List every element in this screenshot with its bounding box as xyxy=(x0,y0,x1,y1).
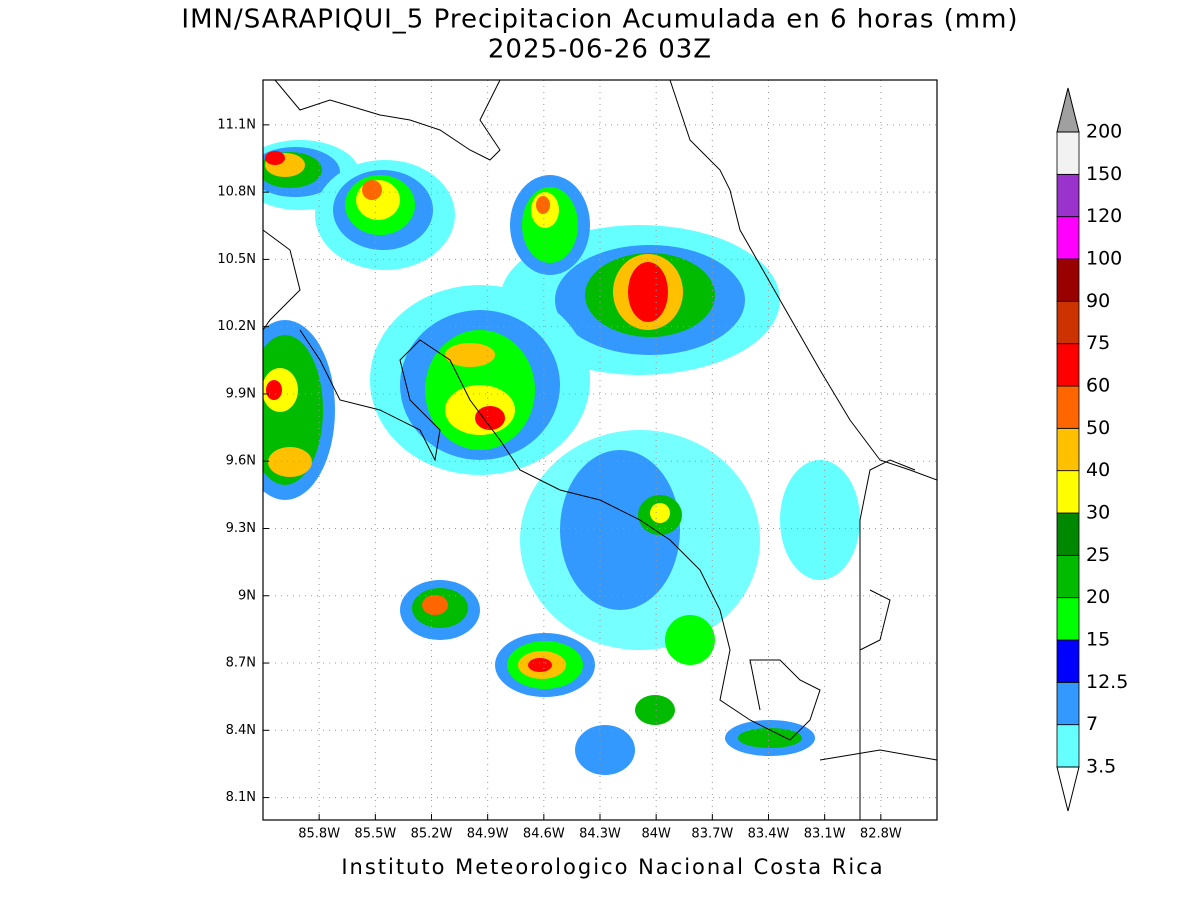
colorbar-segment xyxy=(1056,385,1080,429)
rain-cell xyxy=(370,285,590,475)
colorbar-label: 75 xyxy=(1086,332,1110,354)
colorbar-label: 150 xyxy=(1086,163,1122,185)
colorbar-segment xyxy=(1056,258,1080,302)
x-tick-label: 83.1W xyxy=(804,827,846,842)
y-tick-label: 11.1N xyxy=(217,117,256,132)
rain-cell xyxy=(400,580,480,640)
colorbar-over xyxy=(1056,87,1080,133)
title: IMN/SARAPIQUI_5 Precipitacion Acumulada … xyxy=(181,5,1018,35)
colorbar-label: 120 xyxy=(1086,205,1122,227)
y-tick-label: 10.5N xyxy=(217,252,256,267)
x-tick-label: 83.7W xyxy=(691,827,733,842)
colorbar-label: 40 xyxy=(1086,459,1110,481)
footer: Instituto Meteorologico Nacional Costa R… xyxy=(341,855,884,879)
colorbar-segment xyxy=(1056,131,1080,175)
colorbar: 3.5 7 12.5 15 20 25 30 40 50 60 75 90 100 120 150 200 xyxy=(1056,87,1128,812)
colorbar-segment xyxy=(1056,300,1080,345)
colorbar-segment xyxy=(1056,724,1080,768)
precipitation-field xyxy=(263,140,860,775)
rain-cell xyxy=(263,320,335,500)
colorbar-segment xyxy=(1056,343,1080,387)
x-tick-label: 85.8W xyxy=(298,827,340,842)
y-tick-label: 8.7N xyxy=(226,656,256,671)
rain-cell xyxy=(575,460,860,775)
colorbar-label: 7 xyxy=(1086,713,1098,735)
colorbar-segment xyxy=(1056,512,1080,556)
colorbar-label: 20 xyxy=(1086,586,1110,608)
y-tick-label: 9.6N xyxy=(226,454,256,469)
colorbar-label: 100 xyxy=(1086,248,1122,270)
colorbar-label: 12.5 xyxy=(1086,671,1128,693)
colorbar-label: 200 xyxy=(1086,121,1122,143)
rain-cell xyxy=(315,160,455,270)
colorbar-label: 50 xyxy=(1086,417,1110,439)
colorbar-segment xyxy=(1056,681,1080,726)
colorbar-segment xyxy=(1056,470,1080,514)
x-tick-label: 84.6W xyxy=(523,827,565,842)
axes: 85.8W 85.5W 85.2W 84.9W 84.6W 84.3W 84W 83.7W 83… xyxy=(217,117,902,841)
colorbar-label: 60 xyxy=(1086,375,1110,397)
colorbar-label: 90 xyxy=(1086,290,1110,312)
coastlines xyxy=(263,80,937,820)
colorbar-segment xyxy=(1056,554,1080,599)
colorbar-label: 15 xyxy=(1086,629,1110,651)
rain-cell xyxy=(520,430,760,650)
y-tick-label: 10.2N xyxy=(217,319,256,334)
colorbar-label: 3.5 xyxy=(1086,756,1116,778)
subtitle: 2025-06-26 03Z xyxy=(488,35,712,65)
x-tick-label: 83.4W xyxy=(748,827,790,842)
colorbar-segment xyxy=(1056,597,1080,641)
x-tick-label: 85.5W xyxy=(354,827,396,842)
x-tick-label: 84.3W xyxy=(579,827,621,842)
x-tick-label: 82.8W xyxy=(860,827,902,842)
y-tick-label: 9.3N xyxy=(226,521,256,536)
y-tick-label: 9N xyxy=(238,588,256,603)
x-tick-label: 85.2W xyxy=(411,827,453,842)
colorbar-label: 25 xyxy=(1086,544,1110,566)
y-tick-label: 8.4N xyxy=(226,723,256,738)
rain-cell xyxy=(495,633,595,697)
colorbar-under xyxy=(1056,766,1080,812)
colorbar-segment xyxy=(1056,173,1080,218)
rain-cell xyxy=(510,175,590,275)
y-tick-label: 10.8N xyxy=(217,185,256,200)
colorbar-segment xyxy=(1056,216,1080,260)
rain-cell xyxy=(725,720,815,756)
x-tick-label: 84.9W xyxy=(467,827,509,842)
colorbar-segment xyxy=(1056,427,1080,472)
y-tick-label: 8.1N xyxy=(226,790,256,805)
grid xyxy=(263,80,937,820)
x-tick-label: 84W xyxy=(641,827,671,842)
colorbar-label: 30 xyxy=(1086,502,1110,524)
colorbar-segment xyxy=(1056,639,1080,683)
y-tick-label: 9.9N xyxy=(226,386,256,401)
